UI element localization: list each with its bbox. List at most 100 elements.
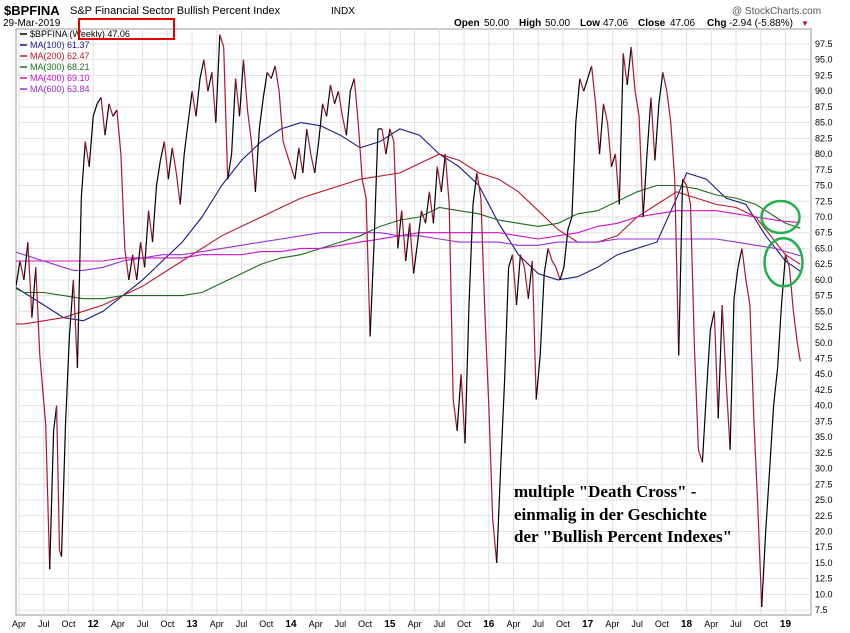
price-segment xyxy=(389,128,395,142)
price-segment xyxy=(120,154,126,249)
price-segment xyxy=(504,267,510,381)
price-segment xyxy=(140,242,146,268)
price-segment xyxy=(322,103,328,117)
price-segment xyxy=(792,311,798,343)
x-tick-label: Jul xyxy=(236,619,248,629)
price-segment xyxy=(144,210,150,268)
x-tick-label: 18 xyxy=(681,619,693,630)
price-segment xyxy=(397,210,403,249)
price-segment xyxy=(306,128,312,155)
x-tick-label: Oct xyxy=(556,619,571,629)
price-segment xyxy=(725,380,731,450)
price-segment xyxy=(19,260,25,281)
price-segment xyxy=(302,128,308,173)
price-segment xyxy=(16,260,21,287)
legend-label: MA(400) 69.10 xyxy=(30,73,90,83)
credit-label: @ StockCharts.com xyxy=(732,6,821,17)
price-segment xyxy=(448,204,454,400)
price-segment xyxy=(4,223,8,242)
series-line-ma300 xyxy=(16,184,801,300)
price-segment xyxy=(365,198,371,337)
price-segment xyxy=(207,72,213,92)
price-segment xyxy=(492,518,498,563)
price-segment xyxy=(709,311,715,331)
high-label: High xyxy=(519,18,541,29)
price-segment xyxy=(733,267,739,299)
x-tick-label: 17 xyxy=(582,619,594,630)
x-tick-label: Apr xyxy=(210,619,224,629)
price-segment xyxy=(701,393,707,463)
price-segment xyxy=(456,374,462,431)
price-segment xyxy=(436,166,442,192)
y-tick-label: 95.0 xyxy=(815,55,833,65)
price-segment xyxy=(591,65,597,104)
price-segment xyxy=(286,153,292,167)
price-segment xyxy=(626,47,632,85)
price-segment xyxy=(511,254,518,306)
x-tick-label: Oct xyxy=(358,619,373,629)
exchange-label: INDX xyxy=(331,6,355,17)
price-segment xyxy=(417,210,423,243)
price-segment xyxy=(476,172,482,199)
price-segment xyxy=(424,191,430,224)
x-tick-label: Jul xyxy=(335,619,347,629)
close-label: Close xyxy=(638,18,666,29)
price-segment xyxy=(610,153,616,167)
price-segment xyxy=(777,304,783,368)
x-tick-label: Apr xyxy=(506,619,520,629)
price-segment xyxy=(326,84,332,117)
price-segment xyxy=(333,91,339,104)
y-axis: 7.5 10.0 12.5 15.0 17.5 20.0 22.5 25.0 27.5 30.0 3… xyxy=(815,39,833,615)
y-tick-label: 7.5 xyxy=(815,605,828,615)
price-segment xyxy=(49,430,55,570)
x-tick-label: 13 xyxy=(187,619,199,630)
x-axis: Apr Jul Oct 12 Apr Jul Oct 13 Apr Jul Oct 14 Apr Jul O… xyxy=(12,619,791,630)
price-segment xyxy=(567,216,573,230)
price-segment xyxy=(658,72,664,104)
price-segment xyxy=(650,97,656,161)
price-segment xyxy=(136,242,142,280)
price-segment xyxy=(258,97,264,129)
price-segment xyxy=(27,242,33,318)
price-segment xyxy=(773,367,779,406)
price-segment xyxy=(298,147,304,173)
price-segment xyxy=(337,91,343,117)
x-tick-label: Oct xyxy=(259,619,274,629)
high-value: 50.00 xyxy=(545,18,570,29)
price-segment xyxy=(614,154,620,205)
open-value: 50.00 xyxy=(484,18,509,29)
x-tick-label: Apr xyxy=(704,619,718,629)
chg-label: Chg xyxy=(707,18,726,29)
x-tick-label: Apr xyxy=(605,619,619,629)
x-tick-label: Apr xyxy=(111,619,125,629)
y-tick-label: 40.0 xyxy=(815,401,833,411)
price-segment xyxy=(175,172,181,205)
price-segment xyxy=(535,355,541,400)
price-segment xyxy=(148,210,154,243)
ohlc-readout: Open 50.00 High 50.00 Low 47.06 Close 47… xyxy=(454,18,809,29)
x-tick-label: Oct xyxy=(457,619,472,629)
price-segment xyxy=(238,59,245,117)
annotation-circles xyxy=(760,199,804,288)
price-segment xyxy=(381,128,387,155)
price-segment xyxy=(39,355,47,425)
price-segment xyxy=(583,78,589,92)
x-tick-label: Apr xyxy=(309,619,323,629)
price-segment xyxy=(215,34,221,123)
price-segment xyxy=(666,91,672,123)
price-segment xyxy=(262,72,268,98)
y-tick-label: 60.0 xyxy=(815,275,833,285)
x-tick-label: 16 xyxy=(483,619,495,630)
x-tick-label: Oct xyxy=(160,619,175,629)
price-segment xyxy=(45,424,51,570)
x-tick-label: Jul xyxy=(434,619,446,629)
legend-label: MA(600) 63.84 xyxy=(30,84,90,94)
price-segment xyxy=(242,59,249,111)
price-segment xyxy=(373,128,379,243)
y-tick-label: 92.5 xyxy=(815,70,833,80)
price-segment xyxy=(749,304,755,419)
legend-label: MA(100) 61.37 xyxy=(30,40,90,50)
price-segment xyxy=(159,141,165,161)
y-tick-label: 45.0 xyxy=(815,369,833,379)
price-segment xyxy=(211,72,217,123)
